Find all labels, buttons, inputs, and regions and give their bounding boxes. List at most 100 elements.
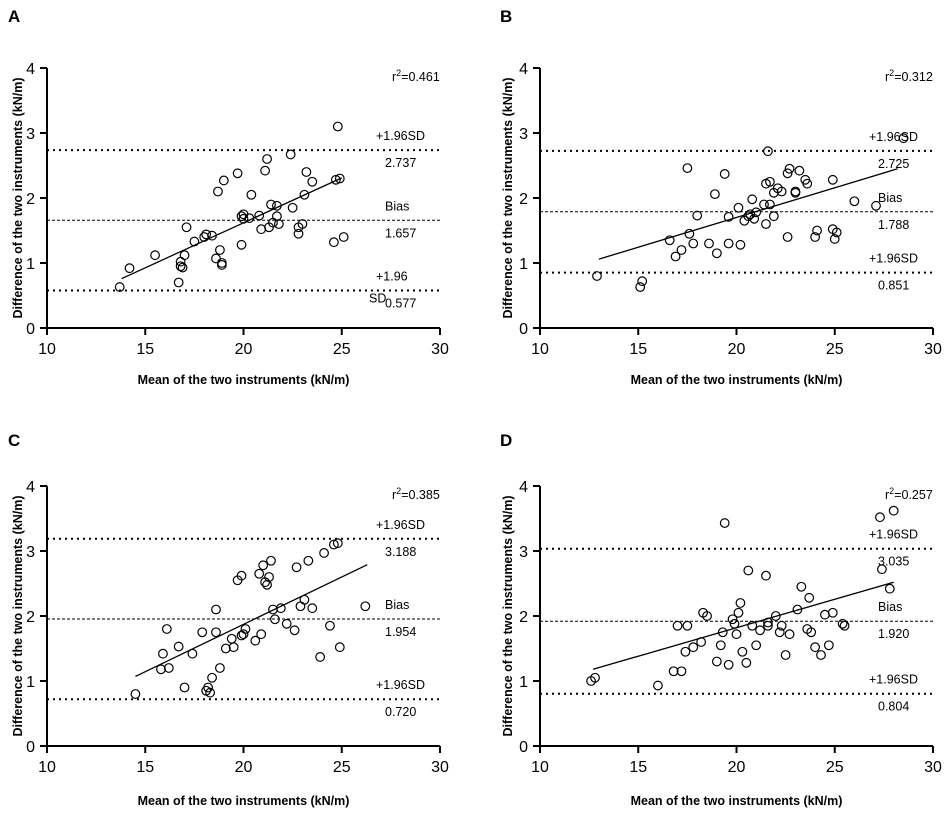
data-point <box>150 250 160 261</box>
x-tick-label: 30 <box>431 341 449 358</box>
data-point <box>792 604 803 615</box>
data-point <box>236 570 247 581</box>
data-point <box>240 624 251 634</box>
data-point <box>250 635 261 646</box>
data-point <box>173 277 184 288</box>
data-point <box>875 512 885 523</box>
y-tick-label: 3 <box>26 544 35 561</box>
data-point <box>244 213 255 224</box>
y-tick-label: 0 <box>26 739 35 756</box>
x-tick-label: 20 <box>235 759 253 776</box>
data-point <box>780 650 791 660</box>
y-axis-title: Difference of the two instruments (kN/m) <box>11 78 25 319</box>
data-point <box>270 614 280 625</box>
data-point <box>258 560 269 571</box>
y-tick-label: 0 <box>519 739 528 756</box>
data-point <box>790 186 801 197</box>
r-squared-label: r2=0.312 <box>885 68 933 84</box>
data-point <box>784 629 795 640</box>
y-tick-label: 1 <box>26 674 35 691</box>
data-point <box>759 199 769 210</box>
data-point <box>747 620 758 631</box>
data-point <box>256 629 267 640</box>
data-point <box>315 652 326 662</box>
r-squared-superscript: 2 <box>889 68 894 78</box>
data-point <box>704 238 714 249</box>
data-point <box>232 168 243 179</box>
lower-limit-label: +1.96 <box>376 269 408 283</box>
data-point <box>156 664 166 675</box>
data-point <box>205 687 215 698</box>
data-point <box>360 601 371 612</box>
data-point <box>877 564 887 575</box>
data-point <box>226 633 237 644</box>
data-point <box>273 219 284 229</box>
data-point <box>334 642 345 653</box>
data-point <box>285 149 296 160</box>
data-point <box>334 173 345 184</box>
data-point <box>295 601 306 612</box>
lower-limit-value: 0.851 <box>878 279 909 293</box>
data-point <box>590 672 600 683</box>
data-point <box>211 627 221 638</box>
x-tick-label: 25 <box>826 759 844 776</box>
regression-line <box>121 177 343 280</box>
data-point <box>837 618 848 629</box>
data-point <box>747 194 758 205</box>
y-axis-title: Difference of the two instruments (kN/m) <box>11 496 25 737</box>
data-point <box>796 581 807 592</box>
x-tick-label: 25 <box>826 341 844 358</box>
x-tick-label: 10 <box>531 759 549 776</box>
y-axis-title: Difference of the two instruments (kN/m) <box>501 78 515 319</box>
y-tick-label: 3 <box>519 544 528 561</box>
data-point <box>264 572 274 582</box>
panel-letter: D <box>500 431 512 450</box>
x-tick-label: 30 <box>924 341 942 358</box>
data-point <box>884 583 895 594</box>
panel-letter: B <box>500 7 512 26</box>
lower-limit-value: 0.804 <box>878 700 909 714</box>
data-points <box>592 133 909 292</box>
data-point <box>849 196 860 207</box>
r-squared-value: =0.312 <box>894 70 933 84</box>
y-tick-label: 4 <box>26 61 35 78</box>
lower-limit-label-sd: SD <box>369 291 386 305</box>
data-point <box>774 627 785 638</box>
data-point <box>592 271 602 281</box>
data-point <box>733 202 744 213</box>
data-point <box>179 250 190 261</box>
data-point <box>211 604 221 615</box>
x-axis-title: Mean of the two instruments (kN/m) <box>138 794 350 808</box>
data-point <box>871 200 881 211</box>
data-point <box>723 211 734 222</box>
data-point <box>330 174 341 185</box>
data-point <box>823 640 834 651</box>
data-point <box>768 211 779 222</box>
data-point <box>181 222 192 233</box>
data-point <box>898 133 909 144</box>
upper-limit-value: 2.737 <box>385 156 416 170</box>
upper-limit-label: +1.96SD <box>869 528 918 542</box>
data-point <box>731 629 742 640</box>
data-point <box>668 666 679 677</box>
data-point <box>299 189 310 200</box>
data-point <box>332 121 343 132</box>
panel-c: C 10 15 20 25 30 0 1 2 3 4 Mean of the two instrume… <box>8 431 449 808</box>
data-point <box>303 555 314 566</box>
data-point <box>827 174 838 185</box>
data-point <box>802 178 813 189</box>
data-point <box>729 618 740 629</box>
data-point <box>653 680 663 691</box>
data-point <box>275 603 286 614</box>
data-point <box>804 592 815 603</box>
y-tick-label: 1 <box>26 256 35 273</box>
x-tick-label: 10 <box>531 341 549 358</box>
data-point <box>325 620 335 631</box>
data-point <box>175 261 186 272</box>
lower-limit-label: +1.96SD <box>376 678 425 692</box>
data-point <box>130 689 141 699</box>
data-point <box>776 186 787 197</box>
data-point <box>735 598 746 608</box>
